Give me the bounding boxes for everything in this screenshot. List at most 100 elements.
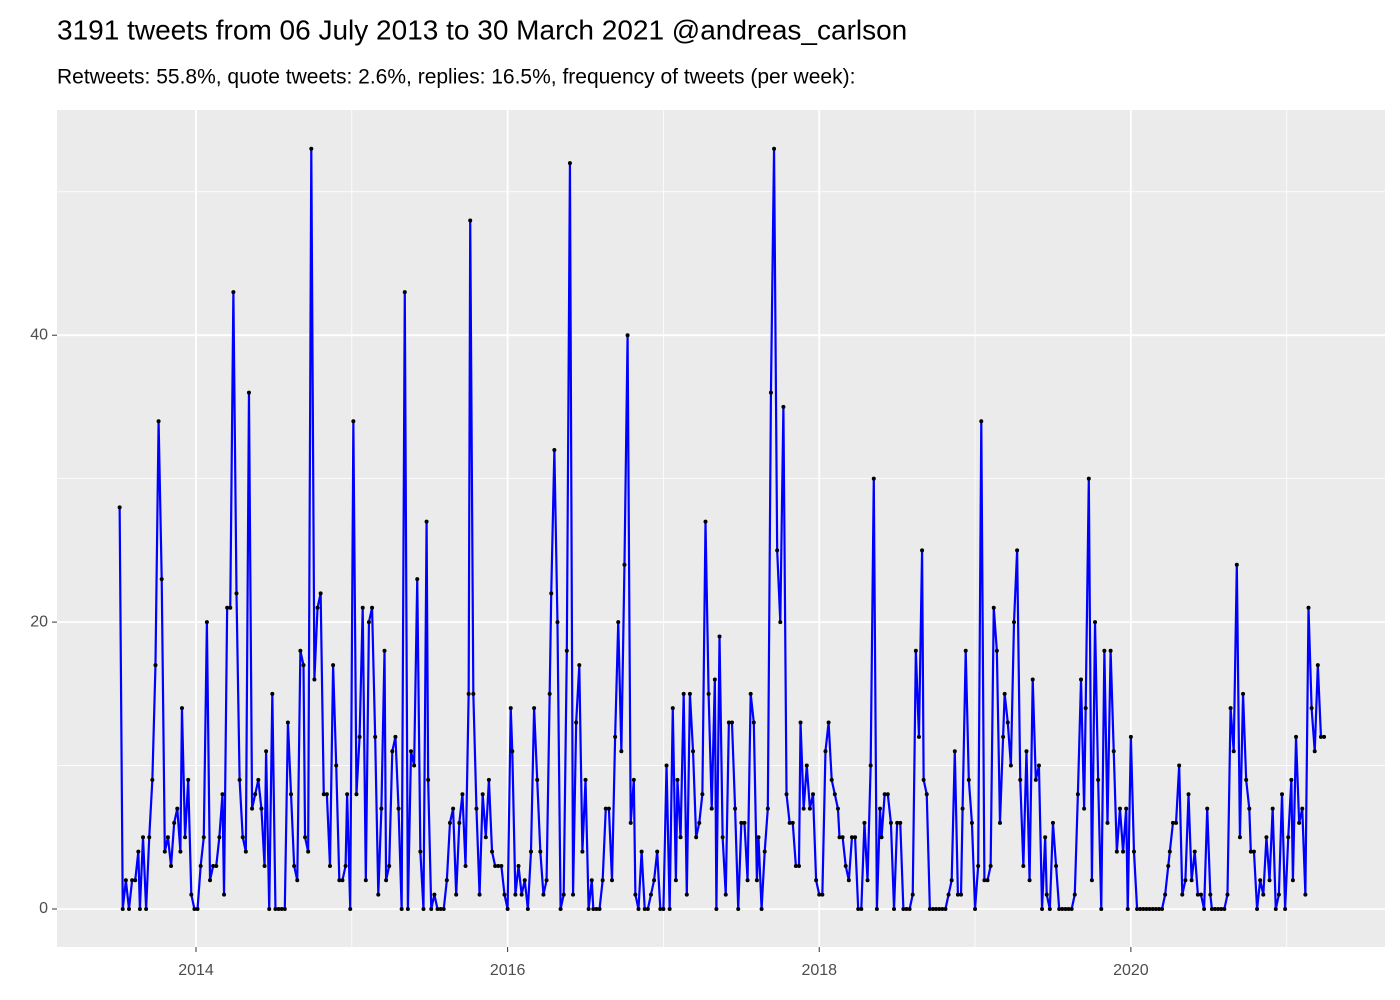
data-point — [1141, 906, 1146, 911]
data-point — [1001, 734, 1006, 739]
data-point — [289, 792, 294, 797]
data-point — [438, 906, 443, 911]
data-point — [390, 749, 395, 754]
data-point — [979, 419, 984, 424]
data-point — [552, 447, 557, 452]
data-point — [126, 906, 131, 911]
data-point — [1216, 906, 1221, 911]
data-point — [549, 591, 554, 596]
data-point — [301, 663, 306, 668]
data-point — [807, 806, 812, 811]
data-point — [1086, 476, 1091, 481]
data-point — [384, 878, 389, 883]
data-point — [343, 863, 348, 868]
data-point — [195, 906, 200, 911]
data-point — [868, 763, 873, 768]
data-point — [1117, 806, 1122, 811]
data-point — [237, 777, 242, 782]
data-point — [1318, 734, 1323, 739]
data-point — [499, 863, 504, 868]
data-point — [924, 792, 929, 797]
data-point — [399, 906, 404, 911]
data-point — [561, 892, 566, 897]
data-point — [687, 691, 692, 696]
data-point — [357, 734, 362, 739]
data-point — [354, 792, 359, 797]
data-point — [1208, 892, 1213, 897]
data-point — [211, 863, 216, 868]
data-point — [415, 577, 420, 582]
data-point — [613, 734, 618, 739]
data-point — [250, 806, 255, 811]
data-point — [594, 906, 599, 911]
data-point — [846, 878, 851, 883]
data-point — [714, 906, 719, 911]
data-point — [292, 863, 297, 868]
data-point — [505, 906, 510, 911]
data-point — [366, 620, 371, 625]
data-point — [402, 290, 407, 295]
data-point — [201, 835, 206, 840]
data-point — [1005, 720, 1010, 725]
data-point — [652, 878, 657, 883]
data-point — [337, 878, 342, 883]
data-point — [571, 892, 576, 897]
data-point — [661, 906, 666, 911]
data-point — [874, 906, 879, 911]
data-point — [1241, 691, 1246, 696]
data-point — [259, 806, 264, 811]
data-point — [751, 720, 756, 725]
data-point — [525, 906, 530, 911]
data-point — [606, 806, 611, 811]
data-point — [1012, 620, 1017, 625]
data-point — [670, 706, 675, 711]
data-point — [871, 476, 876, 481]
data-point — [648, 892, 653, 897]
data-point — [960, 806, 965, 811]
data-point — [468, 218, 473, 223]
data-point — [204, 620, 209, 625]
data-point — [1222, 906, 1227, 911]
data-point — [156, 419, 161, 424]
data-point — [178, 849, 183, 854]
data-point — [1267, 878, 1272, 883]
data-point — [603, 806, 608, 811]
data-point — [745, 878, 750, 883]
data-point — [949, 878, 954, 883]
data-point — [946, 892, 951, 897]
data-point — [373, 734, 378, 739]
data-point — [1186, 792, 1191, 797]
data-point — [480, 792, 485, 797]
data-point — [1089, 878, 1094, 883]
data-point — [997, 820, 1002, 825]
data-point — [1043, 835, 1048, 840]
data-point — [1002, 691, 1007, 696]
data-point — [1189, 878, 1194, 883]
data-point — [421, 906, 426, 911]
data-point — [331, 663, 336, 668]
data-point — [471, 691, 476, 696]
data-point — [1015, 548, 1020, 553]
data-point — [959, 892, 964, 897]
data-point — [832, 792, 837, 797]
data-point — [910, 892, 915, 897]
data-point — [826, 720, 831, 725]
data-point — [1128, 734, 1133, 739]
data-point — [973, 906, 978, 911]
data-point — [1044, 892, 1049, 897]
data-point — [664, 763, 669, 768]
data-point — [589, 878, 594, 883]
data-point — [817, 892, 822, 897]
data-point — [726, 720, 731, 725]
data-point — [583, 777, 588, 782]
data-point — [1040, 906, 1045, 911]
data-point — [1093, 620, 1098, 625]
data-point — [490, 849, 495, 854]
data-point — [586, 906, 591, 911]
data-point — [898, 820, 903, 825]
data-point — [1286, 835, 1291, 840]
data-point — [558, 906, 563, 911]
data-point — [136, 849, 141, 854]
data-point — [1294, 734, 1299, 739]
data-point — [775, 548, 780, 553]
